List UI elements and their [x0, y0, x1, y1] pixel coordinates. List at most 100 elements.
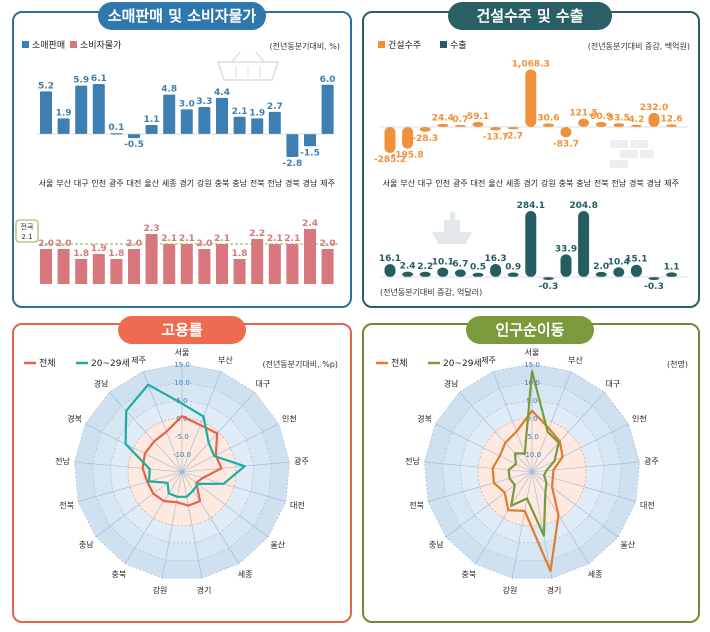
employment_rate-axis-label-15: 경남 [94, 378, 109, 388]
consumer_prices-bar-12 [251, 239, 264, 284]
construction_orders-value-label-3: 24.4 [432, 114, 454, 124]
employment_rate-axis-label-3: 인천 [282, 414, 297, 424]
consumer_prices-value-label-4: 1.8 [108, 249, 124, 259]
construction_orders-bar-10 [560, 127, 572, 138]
exports-value-label-8: 284.1 [517, 201, 545, 211]
construction-legend-swatch [378, 41, 385, 48]
construction_orders-value-label-13: 33.5 [608, 113, 630, 123]
exports-bar-12 [595, 271, 607, 277]
employment_rate-axis-label-4: 광주 [294, 456, 309, 466]
construction_orders-bar-12 [595, 121, 607, 127]
consumer_prices-value-label-13: 2.1 [267, 234, 283, 244]
employment_rate-tick-label-4: -5.0 [175, 433, 189, 441]
construction_orders-bar-13 [613, 123, 625, 127]
net_migration-axis-label-0: 서울 [525, 348, 540, 357]
net_migration-spoke-10 [474, 471, 533, 564]
net_migration-axis-label-11: 충남 [429, 540, 444, 549]
net_migration-spoke-15 [459, 391, 533, 473]
retail_sales-value-label-8: 3.0 [179, 99, 195, 109]
exports-value-label-11: 204.8 [569, 201, 597, 211]
construction_orders-category-label-5: 대전 [471, 178, 486, 188]
employment-panel-title: 고용률 [118, 316, 246, 344]
employment_rate-legend-label-1: 20~29세 [91, 358, 130, 369]
exports-legend-label: 수출 [450, 40, 467, 51]
employment_rate-axis-label-0: 서울 [175, 348, 190, 357]
consumer-prices-legend-label: 소비자물가 [80, 40, 121, 51]
construction_orders-value-label-14: 4.2 [628, 115, 644, 125]
shopping-basket-icon [216, 51, 280, 81]
employment_rate-axis-label-16: 제주 [131, 356, 146, 365]
employment_rate-spoke-13 [74, 461, 183, 473]
construction_orders-category-label-14: 경북 [629, 178, 644, 188]
construction_orders-value-label-7: -2.7 [503, 131, 523, 141]
employment_rate-spoke-14 [85, 423, 183, 473]
retail_sales-category-label-6: 울산 [144, 178, 159, 188]
exports-bar-16 [666, 272, 678, 277]
consumer_prices-bar-16 [321, 249, 334, 284]
retail_sales-value-label-12: 1.9 [249, 108, 265, 118]
employment_rate-axis-label-8: 경기 [197, 585, 212, 595]
exports-value-label-2: 2.2 [417, 262, 433, 272]
consumer_prices-bar-0 [40, 249, 52, 284]
exports-value-label-12: 2.0 [593, 262, 609, 272]
net_migration-axis-label-10: 충북 [461, 570, 476, 579]
construction_orders-category-label-10: 충북 [559, 179, 574, 188]
employment_rate-spoke-12 [78, 471, 183, 502]
consumer_prices-bar-3 [92, 254, 105, 284]
net_migration-tick-label-5: -10.0 [523, 451, 541, 459]
retail_sales-value-label-16: 6.0 [320, 75, 336, 85]
consumer_prices-bar-1 [57, 249, 70, 284]
consumer_prices-bar-6 [145, 234, 158, 284]
consumer_prices-bar-8 [180, 244, 193, 284]
exports-value-label-1: 2.4 [400, 262, 416, 272]
retail_sales-category-label-1: 부산 [56, 178, 71, 188]
retail_sales-category-label-3: 인천 [91, 178, 106, 188]
retail_sales-value-label-9: 3.3 [196, 97, 212, 107]
employment_rate-spoke-10 [124, 471, 183, 564]
employment_rate-spoke-9 [161, 471, 183, 579]
employment_rate-tick-label-2: 5.0 [176, 397, 187, 405]
employment_rate-axis-label-6: 울산 [270, 539, 285, 549]
employment_rate-axis-label-1: 부산 [218, 355, 233, 365]
net_migration-series-1 [507, 370, 560, 537]
retail_sales-bar-15 [304, 134, 316, 147]
retail_sales-bar-3 [92, 83, 105, 134]
consumer_prices-bar-7 [163, 244, 176, 284]
net_migration-spoke-8 [531, 471, 553, 579]
construction_orders-value-label-1: -195.8 [391, 151, 423, 161]
retail_sales-category-label-9: 강원 [197, 178, 212, 188]
net_migration-spoke-5 [531, 471, 636, 502]
consumer_prices-value-label-14: 2.1 [284, 234, 300, 244]
employment_rate-axis-label-7: 세종 [238, 570, 253, 579]
construction_orders-bar-5 [472, 121, 484, 127]
construction_orders-bar-9 [542, 123, 554, 127]
consumer_prices-value-label-3: 1.9 [91, 244, 107, 254]
construction_orders-value-label-0: -285.2 [374, 155, 406, 165]
retail_sales-value-label-7: 4.8 [161, 85, 177, 95]
retail_sales-category-label-14: 경북 [285, 178, 300, 188]
exports-bar-10 [560, 254, 572, 277]
construction_orders-category-label-12: 전북 [594, 178, 609, 188]
construction_orders-value-label-2: -28.3 [412, 134, 438, 144]
exports-value-label-7: 0.9 [505, 263, 521, 273]
exports-unit-note: (전년동분기대비 증감, 억달러) [380, 287, 482, 297]
retail_sales-bar-14 [286, 134, 299, 157]
construction_orders-bar-16 [666, 124, 678, 127]
exports-value-label-9: -0.3 [539, 282, 559, 292]
national-reference-value: 2.1 [21, 233, 32, 241]
construction_orders-value-label-9: 30.6 [537, 113, 559, 123]
net_migration-spoke-2 [531, 391, 605, 473]
employment_rate-axis-label-13: 전남 [55, 456, 70, 466]
construction_orders-bar-4 [454, 124, 466, 127]
national-reference-box [15, 219, 39, 243]
net_migration-legend-label-0: 전체 [391, 358, 408, 369]
exports-value-label-6: 16.3 [484, 254, 506, 264]
employment_rate-tick-label-1: 10.0 [174, 379, 190, 387]
employment_rate-tick-label-3: 0.0 [176, 415, 187, 423]
retail-unit-note: (전년동분기대비, %) [270, 41, 340, 51]
exports-value-label-0: 16.1 [379, 254, 401, 264]
net_migration-spoke-11 [445, 471, 533, 538]
exports-bar-6 [490, 264, 502, 277]
employment_rate-tick-label-0: 15.0 [174, 361, 190, 369]
net_migration-axis-label-6: 울산 [620, 539, 635, 549]
